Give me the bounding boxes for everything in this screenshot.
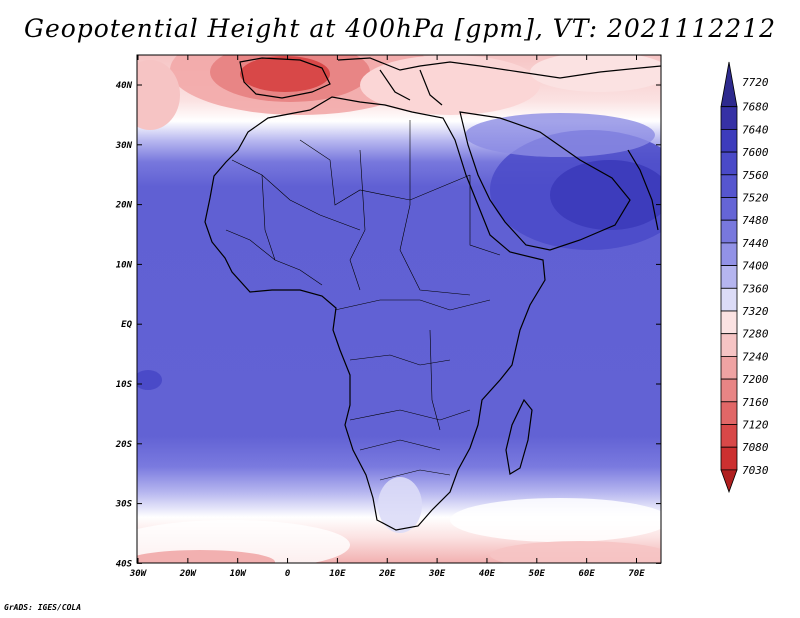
colorbar-swatch (720, 219, 738, 244)
colorbar-swatch (720, 151, 738, 176)
colorbar-swatch (720, 401, 738, 425)
colorbar-swatch (720, 61, 738, 108)
colorbar-label: 7400 (742, 260, 769, 273)
longitude-label: 0 (285, 569, 291, 579)
longitude-label: 20W (179, 569, 198, 579)
colorbar-labels: 7720 7680 7640 7600 7560 7520 7480 7440 7400 7360… (742, 76, 769, 477)
country-borders (225, 120, 501, 481)
longitude-label: 50E (529, 569, 546, 579)
colorbar-label: 7120 (742, 419, 769, 432)
colorbar-label: 7720 (742, 76, 769, 89)
latitude-label: 20S (115, 440, 133, 450)
longitude-label: 70E (628, 569, 645, 579)
longitude-label: 20E (378, 569, 396, 579)
colorbar-swatch (720, 333, 738, 357)
longitude-label: 10E (329, 569, 346, 579)
colorbar-swatch (720, 287, 738, 312)
grads-credit: GrADS: IGES/COLA (4, 603, 82, 612)
colorbar-swatch (720, 310, 738, 335)
longitude-label: 10W (230, 569, 248, 579)
colorbar-swatch (720, 469, 738, 494)
colorbar-swatch (720, 106, 738, 130)
colorbar-label: 7680 (742, 101, 769, 114)
longitude-labels: 30W 20W 10W 0 10E 20E 30E 40E 50E 60E 70E (129, 569, 645, 579)
colorbar (720, 61, 738, 494)
longitude-label: 40E (479, 569, 496, 579)
colorbar-label: 7080 (742, 441, 769, 454)
colorbar-swatch (720, 265, 738, 289)
colorbar-label: 7030 (742, 464, 769, 477)
colorbar-swatch (720, 174, 738, 198)
latitude-labels: 40N 30N 20N 10N EQ 10S 20S 30S 40S (115, 81, 133, 569)
colorbar-swatch (720, 424, 738, 448)
colorbar-swatch (720, 197, 738, 221)
colorbar-label: 7200 (742, 373, 769, 386)
colorbar-label: 7520 (742, 192, 769, 205)
colorbar-label: 7600 (742, 146, 769, 159)
latitude-label: 10N (116, 260, 133, 270)
latitude-label: 30S (115, 500, 133, 510)
colorbar-swatch (720, 355, 738, 380)
height-field (137, 55, 661, 563)
colorbar-label: 7440 (742, 237, 769, 250)
latitude-label: 20N (115, 201, 133, 211)
colorbar-label: 7560 (742, 169, 769, 182)
colorbar-label: 7360 (742, 282, 769, 295)
colorbar-swatch (720, 242, 738, 266)
colorbar-swatch (720, 378, 738, 403)
latitude-label: 10S (116, 380, 133, 390)
axis-ticks (137, 55, 661, 564)
coastlines (204, 57, 661, 531)
latitude-label: 40N (116, 81, 133, 91)
longitude-label: 30E (428, 569, 446, 579)
latitude-label: 40S (116, 559, 133, 569)
colorbar-label: 7240 (742, 350, 769, 363)
map-title: Geopotential Height at 400hPa [gpm], VT:… (23, 14, 777, 43)
latitude-label: EQ (121, 320, 132, 330)
plot-frame (136, 54, 662, 564)
colorbar-swatch (720, 128, 738, 153)
colorbar-label: 7640 (742, 123, 769, 136)
colorbar-label: 7160 (742, 396, 769, 409)
colorbar-label: 7480 (742, 214, 769, 227)
latitude-label: 30N (115, 141, 133, 151)
longitude-label: 60E (579, 569, 596, 579)
colorbar-swatch (720, 446, 738, 471)
longitude-label: 30W (129, 569, 148, 579)
colorbar-label: 7280 (742, 328, 769, 341)
colorbar-label: 7320 (742, 305, 769, 318)
